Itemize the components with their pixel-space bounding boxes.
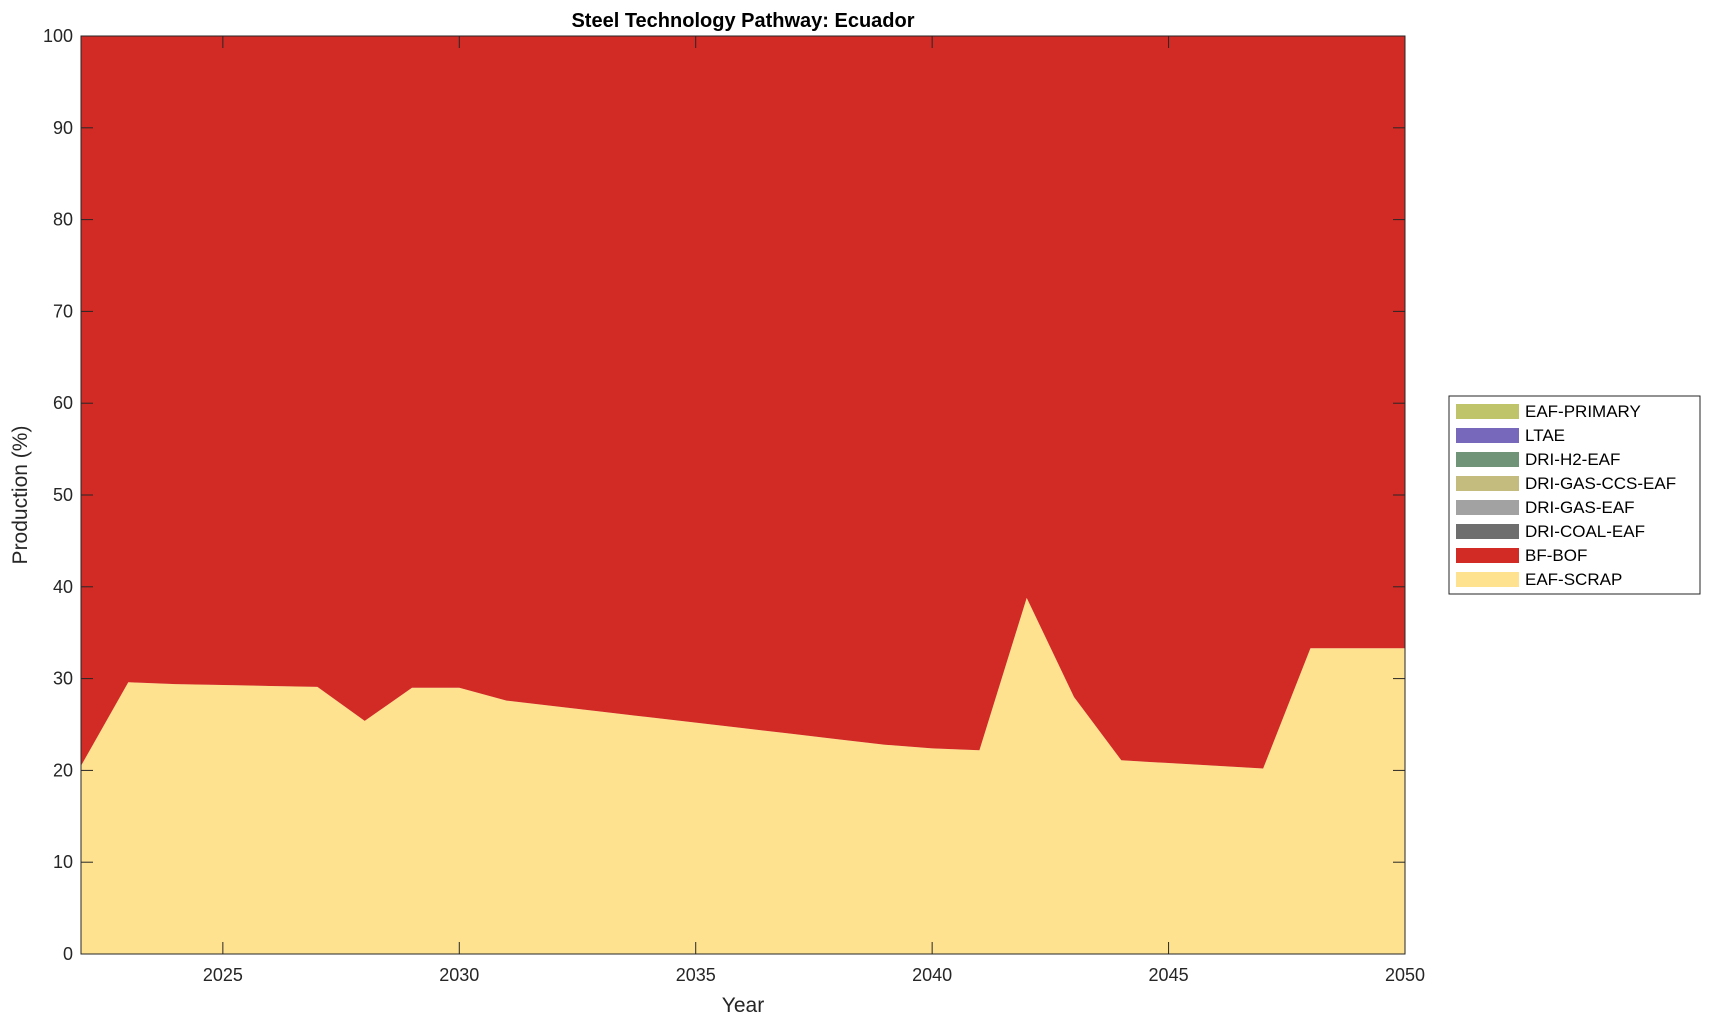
x-axis-title: Year	[722, 994, 764, 1017]
y-tick-label: 80	[53, 210, 73, 230]
y-tick-label: 10	[53, 852, 73, 872]
y-tick-label: 90	[53, 118, 73, 138]
x-tick-label: 2040	[912, 965, 952, 985]
x-tick-label: 2045	[1149, 965, 1189, 985]
legend: EAF-PRIMARY LTAE DRI-H2-EAF DRI-GAS-CCS-EAF…	[1448, 395, 1701, 595]
chart-title: Steel Technology Pathway: Ecuador	[571, 10, 914, 32]
legend-label-dri-gas-ccs-eaf: DRI-GAS-CCS-EAF	[1525, 474, 1676, 493]
y-axis-title: Production (%)	[9, 426, 32, 565]
y-tick-label: 30	[53, 669, 73, 689]
y-tick-label: 40	[53, 577, 73, 597]
legend-swatch-bf-bof	[1456, 548, 1519, 563]
y-tick-label: 0	[63, 944, 73, 964]
x-tick-label: 2030	[439, 965, 479, 985]
area-bf-bof	[81, 36, 1405, 769]
y-tick-label: 60	[53, 393, 73, 413]
y-axis: 0 10 20 30 40 50 60 70 80 90 100	[43, 26, 1405, 964]
legend-label-dri-gas-eaf: DRI-GAS-EAF	[1525, 498, 1635, 517]
area-eaf-scrap	[81, 597, 1405, 954]
x-tick-label: 2050	[1385, 965, 1425, 985]
legend-swatch-dri-gas-ccs-eaf	[1456, 476, 1519, 491]
y-tick-label: 50	[53, 485, 73, 505]
legend-label-dri-coal-eaf: DRI-COAL-EAF	[1525, 522, 1645, 541]
y-tick-label: 20	[53, 760, 73, 780]
legend-label-eaf-scrap: EAF-SCRAP	[1525, 570, 1622, 589]
legend-label-dri-h2-eaf: DRI-H2-EAF	[1525, 450, 1620, 469]
area-layers	[81, 36, 1405, 954]
legend-swatch-dri-coal-eaf	[1456, 524, 1519, 539]
legend-label-eaf-primary: EAF-PRIMARY	[1525, 402, 1641, 421]
legend-swatch-eaf-primary	[1456, 404, 1519, 419]
legend-label-bf-bof: BF-BOF	[1525, 546, 1587, 565]
x-tick-label: 2035	[676, 965, 716, 985]
y-tick-label: 70	[53, 301, 73, 321]
legend-swatch-eaf-scrap	[1456, 572, 1519, 587]
legend-swatch-dri-h2-eaf	[1456, 452, 1519, 467]
legend-swatch-ltae	[1456, 428, 1519, 443]
legend-swatch-dri-gas-eaf	[1456, 500, 1519, 515]
legend-label-ltae: LTAE	[1525, 426, 1565, 445]
x-axis: 2025 2030 2035 2040 2045 2050	[203, 36, 1425, 985]
x-tick-label: 2025	[203, 965, 243, 985]
y-tick-label: 100	[43, 26, 73, 46]
